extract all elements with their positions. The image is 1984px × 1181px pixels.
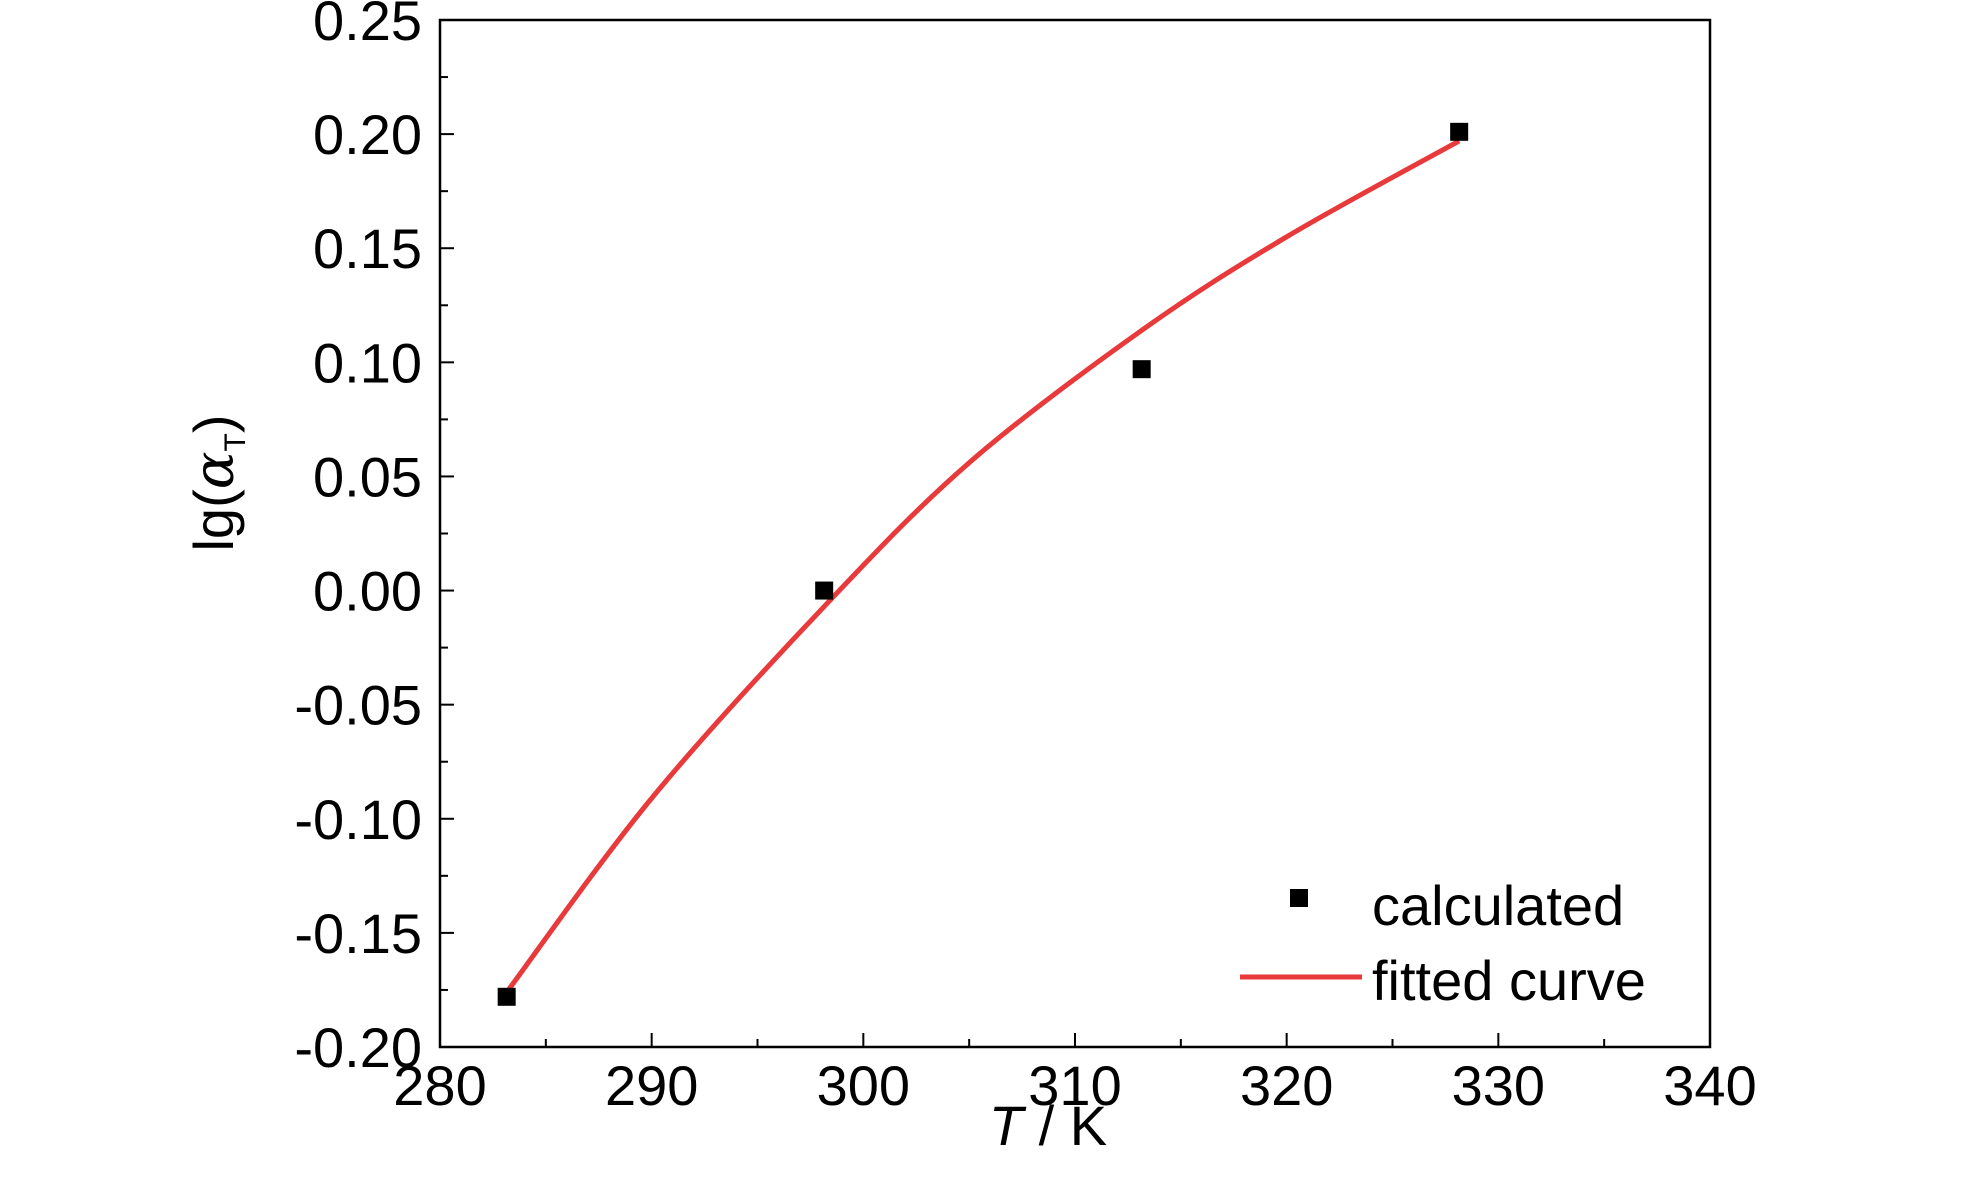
y-tick-label: 0.20 (313, 103, 422, 166)
y-tick-label: -0.20 (294, 1016, 422, 1079)
y-tick-label: 0.15 (313, 217, 422, 280)
y-tick-label: -0.15 (294, 902, 422, 965)
y-axis-title-lg: lg( (182, 489, 245, 552)
x-tick-label: 290 (605, 1054, 698, 1117)
calculated-point (1132, 360, 1151, 379)
x-tick-label: 280 (393, 1054, 486, 1117)
y-tick-label: -0.10 (294, 788, 422, 851)
y-tick-label: 0.10 (313, 331, 422, 394)
y-tick-label: 0.00 (313, 560, 422, 623)
y-tick-label: 0.25 (313, 0, 422, 52)
y-axis-title-alpha: α (182, 451, 247, 489)
x-tick-label: 310 (1028, 1054, 1121, 1117)
calculated-point (815, 581, 834, 600)
calculated-point (1450, 122, 1469, 141)
y-tick-label: 0.05 (313, 445, 422, 508)
y-axis-title-close: ) (182, 414, 245, 433)
x-axis-title: T / K (989, 1094, 1107, 1157)
legend-label-calculated: calculated (1372, 874, 1624, 937)
x-tick-label: 340 (1663, 1054, 1756, 1117)
series-layer (497, 122, 1469, 1006)
legend-marker-calculated (1290, 889, 1308, 907)
y-axis-ticks: -0.20 -0.15 -0.10 -0.05 0.00 0.05 0.10 0.15 0.20… (294, 0, 454, 1079)
legend: calculated fitted curve (1240, 874, 1646, 1012)
x-axis-ticks: 280 290 300 310 320 330 340 (393, 1033, 1757, 1117)
y-axis-title: lg(αT) (182, 414, 252, 551)
y-axis-title-subscript: T (219, 433, 252, 451)
legend-label-fitted-curve: fitted curve (1372, 949, 1646, 1012)
fitted-curve-line (504, 138, 1461, 994)
x-tick-label: 320 (1240, 1054, 1333, 1117)
x-tick-label: 300 (817, 1054, 910, 1117)
calculated-point (497, 987, 516, 1006)
x-tick-label: 330 (1452, 1054, 1545, 1117)
x-axis-title-symbol: T (989, 1094, 1027, 1157)
x-axis-title-unit: / K (1023, 1094, 1107, 1157)
y-tick-label: -0.05 (294, 674, 422, 737)
